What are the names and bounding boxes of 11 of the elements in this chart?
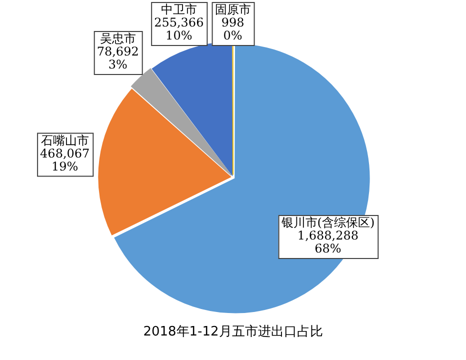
- data-label: 1,688,288 68%: [297, 228, 358, 256]
- data-label: 255,366 10%: [154, 16, 204, 43]
- data-label: 468,067 19%: [40, 146, 90, 174]
- text: 2018年1-12月五市进出口占比: [143, 324, 323, 340]
- slice-label: 银川市(含综保区): [280, 216, 375, 230]
- slice-label: 石嘴山市: [40, 133, 89, 148]
- data-label: 998 0%: [221, 16, 244, 43]
- slice-label: 吴忠市: [100, 32, 136, 46]
- slice-label: 中卫市: [160, 2, 197, 17]
- data-label: 78,692 3%: [96, 44, 139, 72]
- slice-label: 固原市: [214, 2, 251, 17]
